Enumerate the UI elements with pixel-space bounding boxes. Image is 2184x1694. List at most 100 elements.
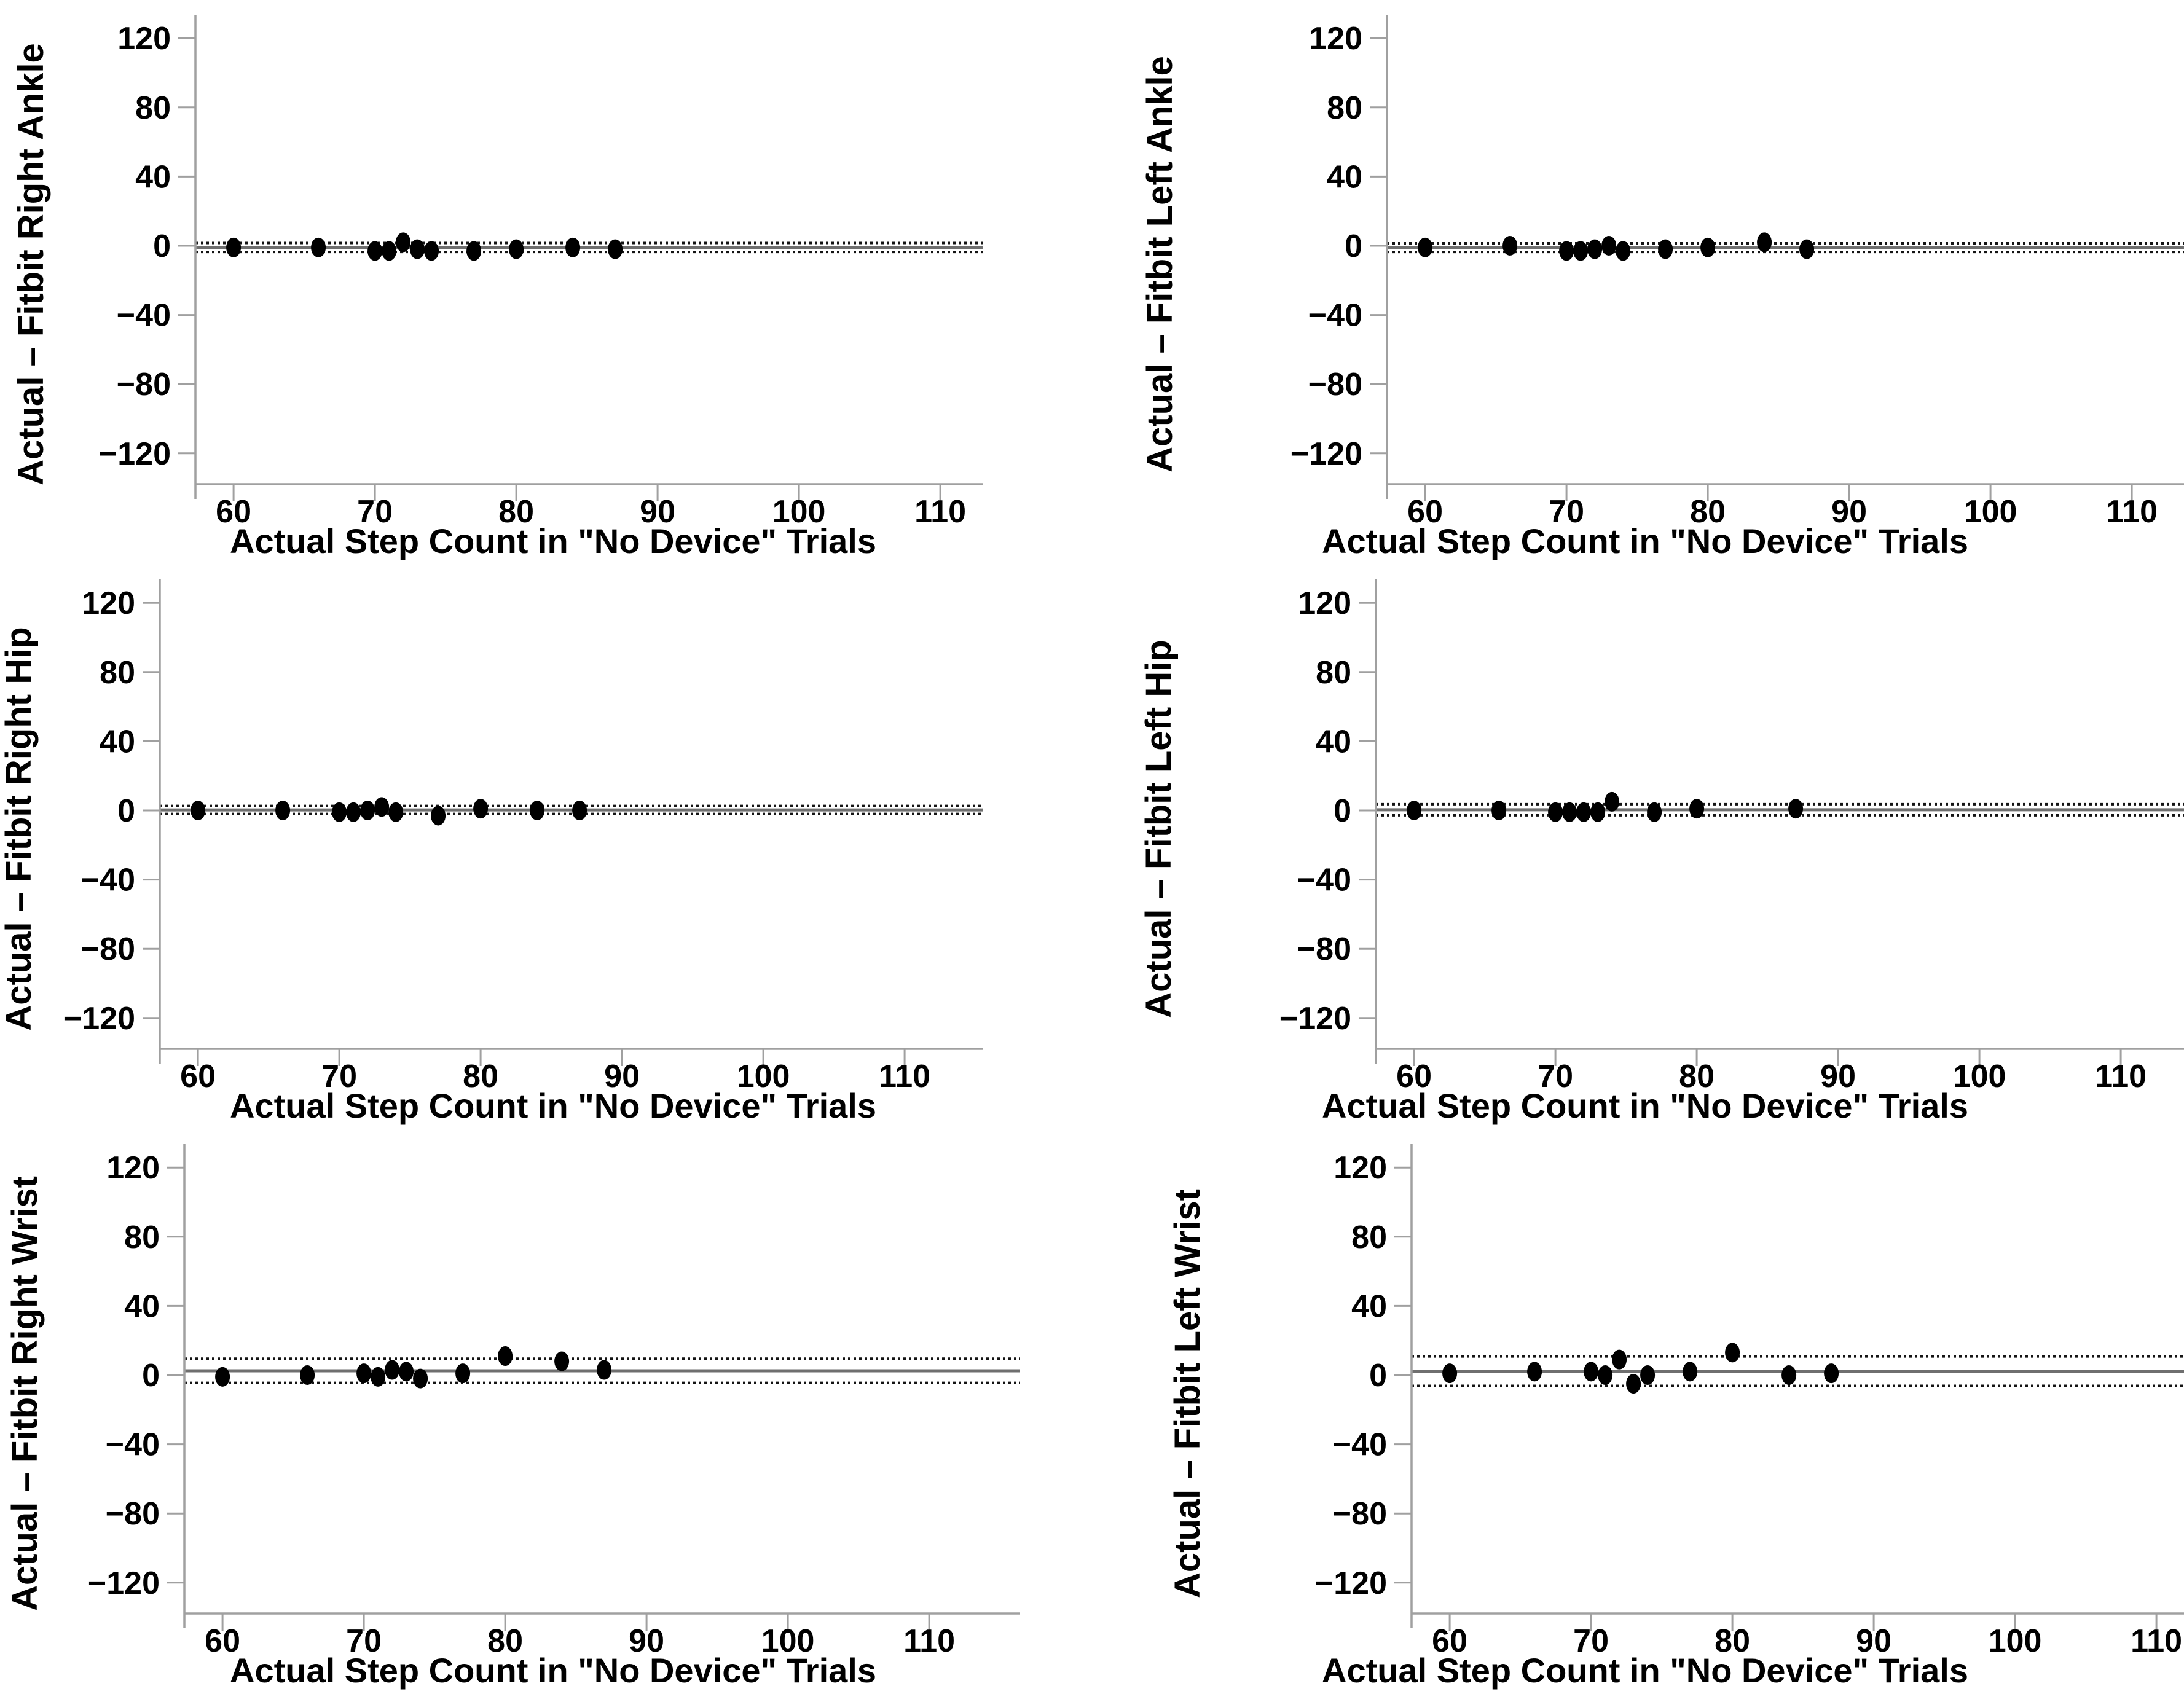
y-tick-label: −120: [1279, 1001, 1351, 1037]
x-tick-label: 70: [1538, 1059, 1573, 1094]
data-point: [1757, 232, 1772, 253]
data-point: [431, 806, 446, 826]
y-tick-label: 120: [82, 586, 135, 621]
data-point: [530, 801, 545, 820]
x-tick-label: 100: [761, 1623, 815, 1659]
x-tick-label: 70: [1573, 1623, 1609, 1659]
data-point: [1658, 239, 1673, 259]
x-tick-label: 80: [1715, 1623, 1750, 1659]
data-point: [1587, 239, 1603, 259]
data-point: [1573, 241, 1589, 261]
y-tick-label: −80: [117, 367, 171, 402]
data-point: [300, 1365, 315, 1385]
data-point: [413, 1368, 428, 1389]
data-point: [1562, 802, 1577, 822]
y-tick-label: 120: [117, 21, 171, 57]
y-tick-label: 0: [1345, 229, 1362, 264]
data-point: [1612, 1349, 1627, 1370]
data-point: [1647, 802, 1662, 822]
data-point: [608, 239, 623, 259]
y-tick-label: −120: [1315, 1566, 1387, 1601]
data-point: [1527, 1362, 1542, 1382]
x-tick-label: 110: [2131, 1623, 2182, 1659]
x-tick-label: 100: [1964, 494, 2017, 530]
y-tick-label: 40: [1316, 724, 1351, 759]
data-point: [1626, 1374, 1641, 1394]
x-tick-label: 110: [903, 1623, 955, 1659]
data-point: [311, 237, 326, 257]
data-point: [455, 1363, 471, 1384]
y-tick-label: 0: [1334, 793, 1351, 829]
data-point: [1442, 1363, 1458, 1384]
data-point: [1700, 237, 1716, 257]
data-point: [1616, 241, 1631, 261]
data-point: [191, 801, 206, 820]
x-axis-title: Actual Step Count in "No Device" Trials: [1322, 1651, 1968, 1690]
x-tick-label: 90: [640, 494, 675, 530]
x-axis-title: Actual Step Count in "No Device" Trials: [230, 1086, 876, 1125]
y-tick-label: 40: [100, 724, 135, 759]
data-point: [1407, 801, 1422, 820]
y-tick-label: 40: [1351, 1288, 1387, 1324]
x-tick-label: 110: [914, 494, 966, 530]
y-tick-label: −40: [106, 1427, 160, 1463]
data-point: [1605, 791, 1620, 812]
data-point: [382, 241, 397, 261]
plot-right-hip: 120 80 40 0 −40 −80 −120 60 70 80 90 100 110 Actual S…: [0, 565, 1092, 1129]
y-tick-label: −120: [88, 1566, 160, 1601]
y-axis-title: Actual – Fitbit Right Ankle: [11, 43, 51, 485]
x-axis-title: Actual Step Count in "No Device" Trials: [1322, 1086, 1968, 1125]
y-tick-label: −40: [1297, 863, 1351, 898]
y-tick-label: 80: [135, 90, 171, 126]
data-point: [498, 1346, 513, 1367]
data-point: [371, 1367, 386, 1387]
y-axis-title: Actual – Fitbit Right Wrist: [5, 1176, 45, 1611]
y-tick-label: 120: [1309, 21, 1362, 57]
y-tick-label: 0: [142, 1358, 160, 1394]
y-tick-label: 120: [1298, 586, 1351, 621]
y-tick-label: −40: [1333, 1427, 1387, 1463]
data-point: [554, 1351, 570, 1371]
data-point: [385, 1360, 400, 1380]
y-axis-title: Actual – Fitbit Right Hip: [0, 627, 39, 1030]
chart-svg-right-wrist: 120 80 40 0 −40 −80 −120 60 70 80 90 100 110 Actual S…: [5, 1144, 1020, 1690]
x-tick-label: 90: [1831, 494, 1867, 530]
data-point: [1590, 802, 1606, 822]
data-point: [565, 237, 581, 257]
x-tick-label: 110: [2106, 494, 2158, 530]
y-tick-label: −120: [63, 1001, 135, 1037]
data-point: [1491, 801, 1507, 820]
y-tick-label: 0: [1369, 1358, 1387, 1394]
y-tick-label: 120: [1334, 1150, 1387, 1186]
y-tick-label: 80: [1351, 1220, 1387, 1255]
y-tick-label: 80: [100, 655, 135, 691]
y-tick-label: 80: [1327, 90, 1362, 126]
x-tick-label: 100: [1953, 1059, 2006, 1094]
x-tick-label: 100: [1989, 1623, 2042, 1659]
plot-right-ankle: 120 80 40 0 −40 −80 −120 60 70 80 90 100 110 Actual S…: [0, 0, 1092, 565]
y-tick-label: 0: [153, 229, 171, 264]
data-point: [1824, 1363, 1839, 1384]
y-axis-title: Actual – Fitbit Left Hip: [1139, 640, 1179, 1018]
data-point: [215, 1367, 230, 1387]
x-tick-label: 70: [346, 1623, 382, 1659]
data-point: [410, 239, 425, 259]
data-point: [1559, 241, 1574, 261]
plot-left-ankle: 120 80 40 0 −40 −80 −120 60 70 80 90 100 110 Actual S…: [1092, 0, 2184, 565]
data-point: [374, 797, 390, 817]
x-tick-label: 70: [357, 494, 393, 530]
y-axis-title: Actual – Fitbit Left Ankle: [1140, 56, 1180, 473]
y-tick-label: 80: [124, 1220, 160, 1255]
x-tick-label: 60: [205, 1623, 240, 1659]
x-tick-label: 80: [463, 1059, 498, 1094]
x-tick-label: 60: [1407, 494, 1443, 530]
y-tick-label: 120: [106, 1150, 160, 1186]
plot-left-wrist: 120 80 40 0 −40 −80 −120 60 70 80 90 100 110 Actual S…: [1092, 1129, 2184, 1694]
chart-svg-left-wrist: 120 80 40 0 −40 −80 −120 60 70 80 90 100 110 Actual S…: [1168, 1144, 2184, 1690]
data-point: [1683, 1362, 1698, 1382]
x-tick-label: 60: [216, 494, 251, 530]
x-tick-label: 70: [321, 1059, 357, 1094]
x-axis-title: Actual Step Count in "No Device" Trials: [230, 1651, 876, 1690]
